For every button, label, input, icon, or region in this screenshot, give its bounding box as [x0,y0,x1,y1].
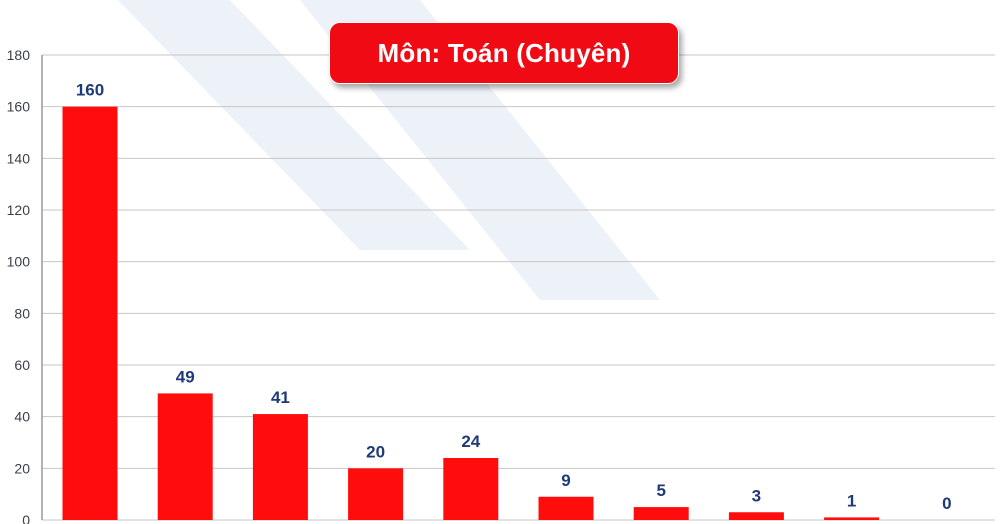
bar [824,517,880,520]
y-axis-tick-labels: 0 20 40 60 80 100 120 140 160 180 [7,47,31,524]
y-tick-label: 140 [7,150,31,166]
bar [538,496,594,520]
y-tick-label: 100 [7,254,31,270]
y-tick-label: 80 [14,305,30,321]
bar [62,106,118,521]
bar-value-label: 41 [271,388,290,407]
y-tick-label: 20 [14,460,30,476]
y-tick-label: 60 [14,357,30,373]
y-tick-label: 0 [22,512,30,524]
bar-value-label: 160 [76,81,104,100]
bar [728,512,784,520]
bar-value-label: 5 [656,481,665,500]
y-tick-label: 160 [7,99,31,115]
bar-value-label: 0 [942,494,951,513]
chart-title: Môn: Toán (Chuyên) [377,37,631,68]
bar [157,393,213,520]
y-tick-label: 120 [7,202,31,218]
bar-value-label: 9 [561,471,570,490]
bar-value-label: 24 [461,432,480,451]
bar-value-label: 3 [752,486,761,505]
bar [348,468,404,520]
bar-value-label: 20 [366,442,385,461]
y-tick-label: 40 [14,409,30,425]
chart-title-badge: Môn: Toán (Chuyên) [329,22,679,84]
bar-value-label: 1 [847,491,856,510]
bar [633,507,689,520]
data-labels: 160 49 41 20 24 9 5 3 1 0 [76,81,952,513]
y-tick-label: 180 [7,47,31,63]
bar [252,414,308,520]
bar-value-label: 49 [176,367,195,386]
bars [62,106,880,521]
bar [443,458,499,520]
